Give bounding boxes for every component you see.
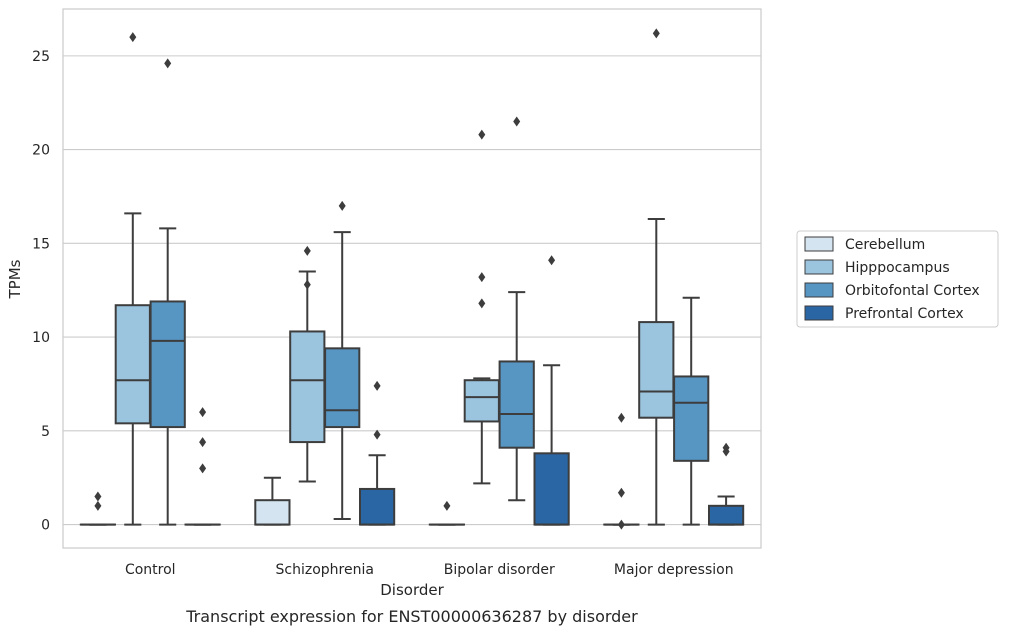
box-body [498,360,535,449]
box-plot-area [79,28,745,530]
box-3-0 [184,407,221,526]
legend-entry-label: Cerebellum [845,237,925,253]
box-body [358,487,396,526]
box-body [289,330,326,444]
outlier-point [199,407,207,418]
outlier-point [443,500,451,511]
outlier-point [94,491,102,502]
outlier-point [478,129,486,140]
outlier-point [199,463,207,474]
legend-swatch [804,282,834,298]
x-tick-label: Bipolar disorder [444,562,555,578]
outlier-point [373,380,381,391]
box-3-2 [533,255,570,526]
outlier-point [199,437,207,448]
x-tick-label: Major depression [614,562,734,578]
legend-swatch [804,236,834,252]
box-1-1 [289,245,326,483]
legend-entry-label: Prefrontal Cortex [845,306,964,322]
y-tick-label: 15 [32,236,50,252]
box-0-0 [79,491,117,526]
legend-entry-label: Hipppocampus [845,260,950,276]
legend-swatch [804,305,834,321]
box-2-0 [149,58,186,526]
legend-entry-label: Orbitofontal Cortex [845,283,980,299]
box-3-3 [707,442,745,526]
box-body [638,321,675,419]
y-tick-label: 20 [32,143,50,159]
outlier-point [303,245,311,256]
chart-caption: Transcript expression for ENST0000063628… [185,607,638,626]
box-body [463,379,500,423]
outlier-point [164,58,172,69]
box-3-1 [358,380,396,526]
box-body [114,304,151,425]
outlier-point [478,272,486,283]
outlier-point [652,28,660,39]
box-2-1 [324,200,361,520]
box-body [533,452,570,526]
box-0-3 [603,412,640,530]
outlier-point [548,255,556,266]
outlier-point [129,32,137,43]
box-body [149,300,186,429]
outlier-point [722,446,730,457]
y-tick-label: 0 [41,518,50,534]
y-axis-label: TPMs [6,259,24,299]
x-axis-label: Disorder [380,581,444,599]
outlier-point [617,487,625,498]
box-2-2 [498,116,535,502]
outlier-point [478,298,486,309]
legend-swatch [804,259,834,275]
y-tick-label: 25 [32,49,50,65]
box-body [324,347,361,429]
legend-frame [796,230,999,328]
x-tick-label: Schizophrenia [276,562,374,578]
x-tick-labels: Control Schizophrenia Bipolar disorder Majo… [125,562,734,578]
y-tick-label: 5 [41,424,50,440]
box-body [673,375,710,462]
box-0-1 [254,476,291,526]
plot-frame [62,8,762,549]
box-1-0 [114,32,151,526]
outlier-point [513,116,521,127]
box-body [707,504,745,526]
box-2-3 [673,296,710,526]
box-body [254,499,291,526]
y-tick-label: 10 [32,330,50,346]
x-tick-label: Control [125,562,176,578]
outlier-point [303,279,311,290]
outlier-point [373,429,381,440]
outlier-point [617,519,625,530]
box-1-2 [463,129,500,485]
box-0-2 [428,500,466,526]
box-1-3 [638,28,675,526]
outlier-point [617,412,625,423]
outlier-point [338,200,346,211]
outlier-point [94,500,102,511]
legend: Cerebellum Hipppocampus Orbitofontal Corte… [796,230,999,328]
y-tick-labels: 0 5 10 15 20 25 [32,49,50,534]
